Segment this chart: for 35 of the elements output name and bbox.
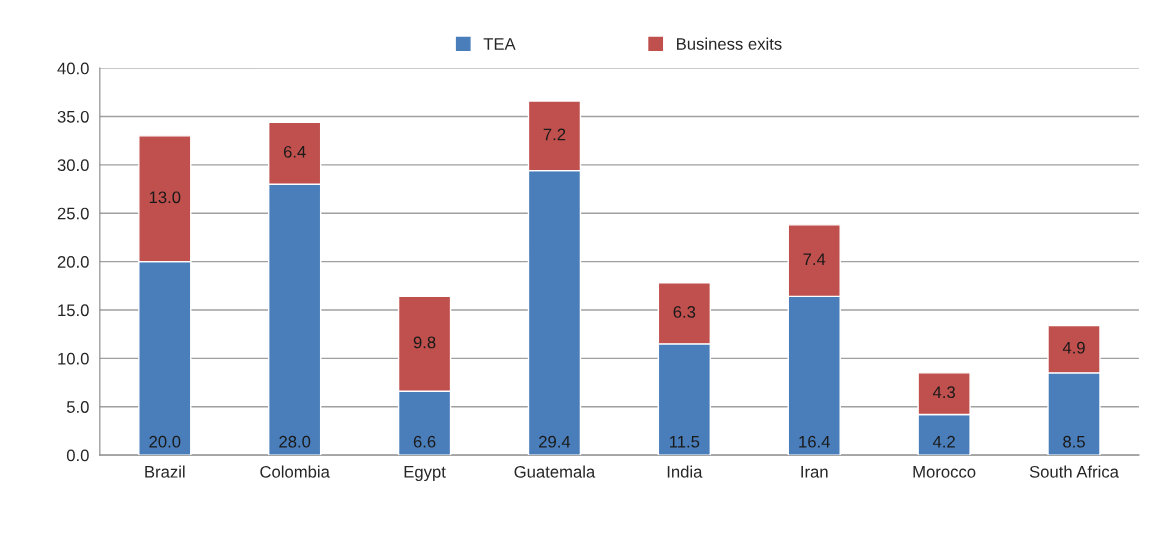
y-tick-label: 0.0 [66,449,89,462]
data-label: 11.5 [670,435,700,448]
x-tick-label: Iran [801,466,828,478]
x-tick-label: Morocco [913,466,976,478]
y-tick-label: 40.0 [57,62,89,75]
x-tick-label: Colombia [260,465,330,478]
data-label: 16.4 [799,435,830,448]
data-label: 8.5 [1063,435,1085,448]
y-tick-label: 15.0 [58,304,89,317]
x-tick-label: Brazil [145,465,185,478]
y-tick-label: 20.0 [57,256,89,268]
data-label: 7.2 [543,128,566,141]
x-tick-label: India [667,465,703,478]
data-label: 29.4 [539,435,571,448]
x-tick-label: Egypt [404,466,446,482]
data-label: 4.2 [932,435,955,448]
y-tick-label: 10.0 [58,352,89,365]
y-tick-label: 35.0 [57,110,89,123]
legend-label: TEA [483,38,516,50]
legend-label: Business exits [677,37,782,50]
data-label: 7.4 [803,253,826,265]
data-label: 9.8 [413,336,436,349]
y-tick-label: 5.0 [66,401,89,413]
data-label: 6.6 [413,435,436,448]
y-tick-label: 25.0 [57,207,89,220]
data-label: 20.0 [149,435,181,448]
data-label: 13.0 [149,191,181,204]
data-label: 28.0 [279,435,311,448]
data-label: 4.9 [1062,341,1085,354]
y-tick-label: 30.0 [57,159,89,172]
x-tick-label: South Africa [1029,465,1119,478]
data-label: 6.4 [283,145,306,158]
data-label: 4.3 [932,386,955,399]
x-tick-label: Guatemala [514,465,596,478]
data-label: 6.3 [673,306,696,318]
